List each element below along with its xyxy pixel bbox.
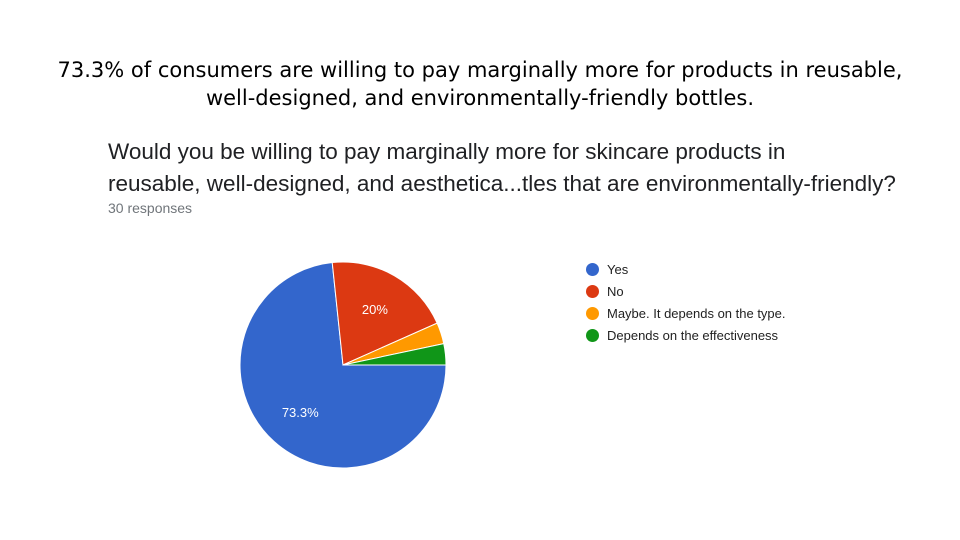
legend-label: No <box>607 283 624 299</box>
response-count: 30 responses <box>108 200 193 216</box>
slide-title-line-1: 73.3% of consumers are willing to pay ma… <box>57 58 903 82</box>
legend-label: Maybe. It depends on the type. <box>607 305 786 321</box>
chart-legend: Yes No Maybe. It depends on the type. Depen… <box>586 258 786 346</box>
pie-label-no: 20% <box>362 302 388 317</box>
question-title: Would you be willing to pay marginally m… <box>108 136 908 200</box>
question-title-line-1: Would you be willing to pay marginally m… <box>108 139 786 164</box>
legend-label: Depends on the effectiveness <box>607 327 779 343</box>
slide-title-line-2: well-designed, and environmentally-frien… <box>205 86 755 110</box>
legend-label: Yes <box>607 261 629 277</box>
legend-item-depends-on-the-effectiveness: Depends on the effectiveness <box>586 324 786 346</box>
legend-swatch <box>586 284 599 298</box>
legend-item-maybe-it-depends-on-the-type: Maybe. It depends on the type. <box>586 302 786 324</box>
pie-slice-depends-on-the-effectiveness <box>342 342 447 366</box>
legend-item-no: No <box>586 280 786 302</box>
legend-swatch <box>586 262 599 276</box>
legend-swatch <box>586 306 599 320</box>
slide-title: 73.3% of consumers are willing to pay ma… <box>20 56 940 112</box>
pie-chart: 73.3% 20% <box>239 261 447 469</box>
pie-label-yes: 73.3% <box>282 405 319 420</box>
question-title-line-2: reusable, well-designed, and aesthetica.… <box>108 171 896 196</box>
legend-swatch <box>586 328 599 342</box>
pie-slice-no <box>331 261 438 366</box>
legend-item-yes: Yes <box>586 258 786 280</box>
